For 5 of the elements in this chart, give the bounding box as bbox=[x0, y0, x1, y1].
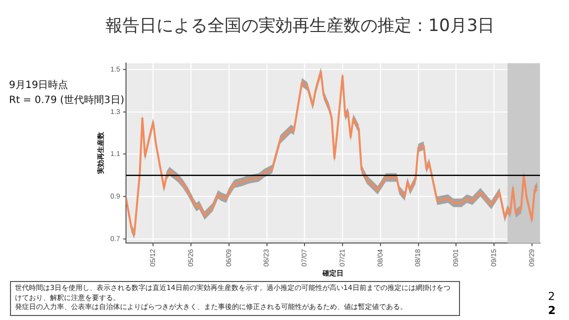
text: 2 bbox=[548, 304, 556, 317]
text: 9月19日時点 bbox=[9, 78, 68, 92]
text: Rt = 0.79 (世代時間3日) bbox=[9, 94, 124, 107]
chart-title: 報告日による全国の実効再生産数の推定：10月3日 bbox=[104, 15, 496, 37]
text: 2 bbox=[548, 290, 555, 303]
